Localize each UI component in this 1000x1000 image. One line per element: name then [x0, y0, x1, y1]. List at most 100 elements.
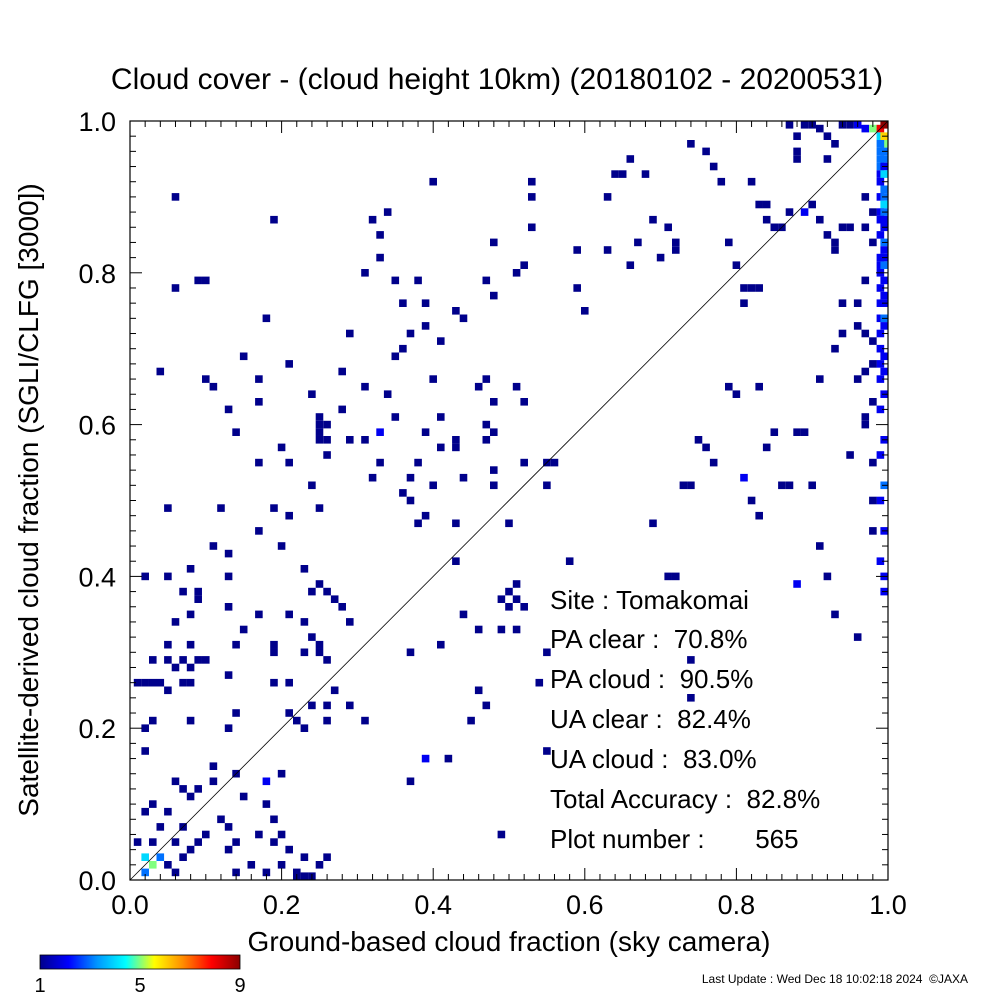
heatmap-cell: [497, 625, 506, 634]
heatmap-cell: [330, 686, 339, 695]
heatmap-cell: [876, 329, 885, 338]
heatmap-cell: [490, 481, 498, 490]
heatmap-cell: [346, 436, 354, 444]
heatmap-cell: [315, 413, 324, 421]
heatmap-cell: [876, 170, 885, 178]
heatmap-cell: [717, 177, 726, 186]
heatmap-cell: [672, 246, 680, 254]
heatmap-cell: [573, 284, 581, 292]
heatmap-cell: [376, 458, 384, 467]
stat-pa-cloud: PA cloud : 90.5%: [550, 664, 753, 694]
axis-ticks: [129, 120, 889, 881]
heatmap-cell: [846, 121, 854, 129]
heatmap-cell: [376, 231, 384, 239]
heatmap-cell: [383, 390, 392, 398]
heatmap-cell: [315, 580, 324, 588]
last-update-footer: Last Update : Wed Dec 18 10:02:18 2024 ©…: [702, 972, 968, 986]
heatmap-cell: [399, 344, 407, 353]
heatmap-cell: [217, 815, 225, 824]
heatmap-cell: [270, 504, 278, 512]
heatmap-cell: [823, 231, 832, 239]
heatmap-cell: [300, 648, 309, 657]
heatmap-cell: [861, 420, 870, 429]
heatmap-cell: [482, 375, 491, 383]
heatmap-cell: [346, 701, 354, 710]
heatmap-cell: [156, 678, 165, 687]
heatmap-cell: [679, 481, 688, 490]
heatmap-cell: [179, 785, 187, 793]
heatmap-cell: [512, 625, 521, 634]
heatmap-cell: [224, 572, 233, 581]
heatmap-cell: [376, 253, 384, 262]
heatmap-cell: [315, 436, 324, 444]
heatmap-cell: [171, 618, 180, 626]
x-tick-label: 0.0: [111, 890, 149, 920]
heatmap-cell: [869, 337, 877, 345]
heatmap-cell: [876, 140, 885, 148]
heatmap-cell: [277, 830, 286, 839]
heatmap-cell: [740, 299, 748, 307]
heatmap-cell: [687, 140, 695, 148]
stat-ua-clear: UA clear : 82.4%: [550, 704, 751, 734]
heatmap-cell: [762, 215, 771, 224]
heatmap-cell: [323, 701, 331, 710]
heatmap-cell: [861, 367, 870, 376]
heatmap-cell: [876, 147, 885, 156]
heatmap-cell: [270, 648, 278, 657]
heatmap-cell: [141, 724, 149, 732]
heatmap-cell: [880, 185, 888, 194]
heatmap-cell: [421, 511, 430, 520]
heatmap-cell: [232, 640, 240, 649]
y-axis-label: Satellite-derived cloud fraction (SGLI/C…: [13, 183, 44, 816]
heatmap-cell: [880, 291, 888, 300]
heatmap-cell: [490, 398, 498, 406]
heatmap-cell: [876, 405, 885, 414]
heatmap-cell: [603, 246, 612, 254]
heatmap-cell: [816, 124, 824, 133]
heatmap-cell: [186, 640, 195, 649]
heatmap-cell: [186, 845, 195, 854]
heatmap-cell: [793, 155, 801, 163]
heatmap-cell: [315, 504, 324, 512]
y-tick-label: 1.0: [78, 107, 116, 137]
heatmap-cell: [414, 276, 422, 285]
colorbar-label-mid: 5: [134, 975, 145, 997]
heatmap-cell: [399, 299, 407, 307]
x-tick-labels: 0.0 0.2 0.4 0.6 0.8 1.0: [111, 890, 907, 920]
heatmap-cell: [149, 656, 157, 664]
stat-total-accuracy: Total Accuracy : 82.8%: [550, 784, 820, 814]
heatmap-cell: [785, 121, 794, 129]
heatmap-cell: [194, 595, 202, 603]
heatmap-cell: [255, 527, 263, 535]
chart-title: Cloud cover - (cloud height 10km) (20180…: [111, 63, 883, 96]
heatmap-cell: [876, 193, 885, 201]
heatmap-cell: [224, 405, 233, 414]
heatmap-cell: [452, 307, 460, 315]
y-tick-label: 0.0: [78, 866, 116, 896]
heatmap-cell: [880, 322, 888, 330]
heatmap-cell: [880, 261, 888, 269]
heatmap-cell: [179, 853, 187, 861]
heatmap-cell: [876, 284, 885, 292]
heatmap-cell: [444, 754, 453, 763]
heatmap-cell: [603, 193, 612, 201]
heatmap-cell: [687, 656, 695, 664]
heatmap-cell: [512, 580, 521, 588]
y-tick-label: 0.2: [78, 714, 116, 744]
heatmap-cell: [618, 170, 627, 178]
heatmap-cell: [270, 815, 278, 824]
heatmap-cell: [209, 382, 218, 391]
heatmap-cell: [323, 716, 331, 725]
heatmap-cell: [308, 390, 316, 398]
heatmap-cell: [800, 121, 809, 129]
heatmap-cell: [876, 299, 885, 307]
heatmap-cell: [421, 299, 430, 307]
heatmap-cell: [149, 838, 157, 846]
heatmap-cell: [880, 140, 888, 148]
heatmap-cell: [876, 496, 885, 505]
heatmap-cell: [740, 473, 748, 482]
heatmap-cell: [876, 360, 885, 368]
heatmap-cell: [293, 716, 301, 725]
heatmap-cell: [869, 360, 877, 368]
heatmap-cell: [315, 640, 324, 649]
